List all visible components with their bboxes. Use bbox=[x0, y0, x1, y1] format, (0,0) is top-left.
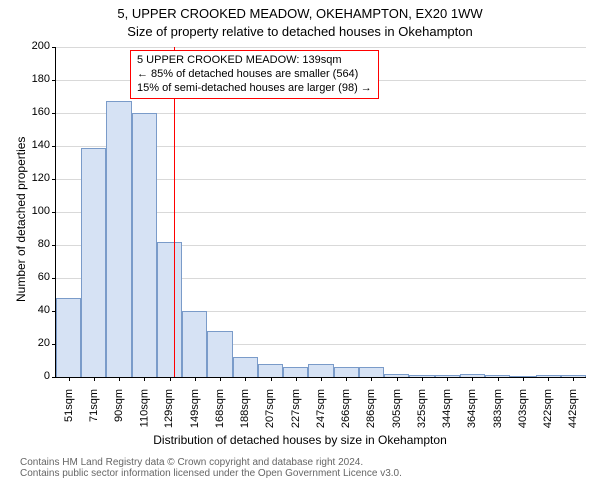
y-axis-label: Number of detached properties bbox=[14, 137, 28, 302]
histogram-bar bbox=[308, 364, 333, 377]
annotation-line: 15% of semi-detached houses are larger (… bbox=[137, 82, 372, 96]
footer-line1: Contains HM Land Registry data © Crown c… bbox=[20, 457, 600, 468]
histogram-bar bbox=[81, 148, 106, 377]
histogram-bar bbox=[283, 367, 308, 377]
chart-title-line1: 5, UPPER CROOKED MEADOW, OKEHAMPTON, EX2… bbox=[0, 6, 600, 21]
annotation-line: ← 85% of detached houses are smaller (56… bbox=[137, 68, 372, 82]
histogram-bar bbox=[157, 242, 182, 377]
footer: Contains HM Land Registry data © Crown c… bbox=[20, 457, 600, 479]
histogram-bar bbox=[359, 367, 384, 377]
grid-line bbox=[56, 47, 586, 48]
histogram-bar bbox=[56, 298, 81, 377]
footer-line2: Contains public sector information licen… bbox=[20, 468, 600, 479]
histogram-bar bbox=[258, 364, 283, 377]
annotation-line: 5 UPPER CROOKED MEADOW: 139sqm bbox=[137, 54, 372, 68]
histogram-bar bbox=[334, 367, 359, 377]
histogram-bar bbox=[106, 101, 131, 377]
annotation-box: 5 UPPER CROOKED MEADOW: 139sqm← 85% of d… bbox=[130, 50, 379, 99]
x-axis-label: Distribution of detached houses by size … bbox=[0, 433, 600, 447]
chart-container: { "chart": { "type": "histogram", "width… bbox=[0, 0, 600, 500]
chart-title-line2: Size of property relative to detached ho… bbox=[0, 24, 600, 39]
histogram-bar bbox=[182, 311, 207, 377]
histogram-bar bbox=[233, 357, 258, 377]
histogram-bar bbox=[207, 331, 232, 377]
histogram-bar bbox=[132, 113, 157, 377]
